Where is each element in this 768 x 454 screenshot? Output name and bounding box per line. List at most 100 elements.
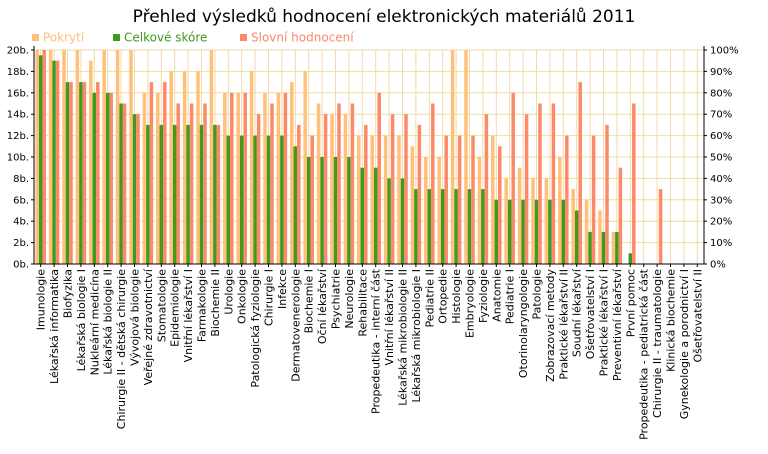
overall-score-bar	[65, 82, 70, 264]
y-tick-label-left: 16b.	[7, 88, 29, 99]
x-tick-label: Praktické lékařství II	[557, 269, 570, 380]
verbal-rating-bar	[230, 92, 234, 264]
x-tick-label: Lékařská mikrobiologie II	[397, 269, 410, 406]
overall-score-bar	[347, 157, 351, 264]
verbal-rating-bar	[136, 114, 140, 264]
x-tick-label: Farmakologie	[196, 269, 209, 342]
overall-score-bar	[400, 178, 405, 264]
overall-score-bar	[548, 199, 552, 264]
verbal-rating-bar	[109, 92, 113, 264]
y-tick-label-right: 90%	[710, 67, 732, 78]
overall-score-bar	[454, 189, 458, 264]
overall-score-bar	[534, 199, 539, 264]
y-tick-label-right: 30%	[710, 195, 732, 206]
coverage-bar	[236, 92, 240, 264]
coverage-bar	[450, 50, 455, 264]
overall-score-bar	[186, 124, 190, 265]
x-tick-label: Ortopedie	[437, 269, 450, 324]
x-tick-label: Praktické lékařství I	[598, 269, 611, 376]
y-tick-label-right: 80%	[710, 88, 732, 99]
coverage-bar	[290, 82, 294, 264]
coverage-bar	[531, 178, 535, 264]
coverage-bar	[35, 50, 39, 264]
legend-swatch	[240, 34, 247, 41]
verbal-rating-bar	[270, 103, 274, 264]
y-tick-label-left: 18b.	[7, 67, 29, 78]
x-tick-label: Lékařská biologie II	[102, 269, 115, 375]
x-tick-label: Chirurgie II - dětská chirurgie	[115, 269, 128, 429]
overall-score-bar	[467, 189, 472, 264]
coverage-bar	[249, 71, 254, 265]
verbal-rating-bar	[632, 103, 636, 264]
verbal-rating-bar	[524, 114, 529, 264]
verbal-rating-bar	[55, 60, 60, 265]
overall-score-bar	[253, 135, 257, 264]
coverage-bar	[223, 92, 227, 264]
verbal-rating-bar	[417, 124, 422, 265]
verbal-rating-bar	[283, 92, 288, 264]
coverage-bar	[276, 92, 281, 264]
y-tick-label-left: 8b.	[13, 174, 29, 185]
x-tick-label: Zobrazovací metody	[544, 269, 557, 382]
coverage-bar	[598, 210, 602, 264]
overall-score-bar	[226, 135, 231, 264]
y-tick-label-right: 20%	[710, 217, 732, 228]
x-tick-label: Vnitřní lékařství I	[182, 269, 195, 362]
verbal-rating-bar	[377, 92, 381, 264]
y-tick-label-right: 10%	[710, 238, 732, 249]
x-tick-label: Biochemie II	[209, 269, 222, 337]
overall-score-bar	[387, 178, 391, 264]
coverage-bar	[464, 50, 468, 264]
overall-score-bar	[320, 157, 324, 264]
y-tick-label-left: 14b.	[7, 110, 29, 121]
y-tick-label-left: 12b.	[7, 131, 29, 142]
verbal-rating-bar	[444, 135, 448, 264]
x-tick-label: Propedeutika - interní část	[370, 268, 383, 414]
x-tick-label: Propedeutika - pediatrická část	[638, 268, 651, 440]
overall-score-bar	[52, 60, 56, 265]
coverage-bar	[437, 157, 441, 264]
y-tick-label-left: 4b.	[13, 217, 29, 228]
x-tick-label: Nukleární medicína	[88, 269, 101, 375]
x-tick-label: Vývojová biologie	[129, 269, 142, 366]
verbal-rating-bar	[69, 82, 73, 264]
verbal-rating-bar	[189, 103, 194, 264]
coverage-bar	[343, 114, 348, 264]
verbal-rating-bar	[471, 135, 475, 264]
y-tick-label-right: 40%	[710, 174, 732, 185]
x-tick-label: Pediatrie I	[504, 269, 517, 324]
verbal-rating-bar	[591, 135, 596, 264]
verbal-rating-bar	[82, 82, 87, 264]
overall-score-bar	[333, 157, 338, 264]
verbal-rating-bar	[337, 103, 341, 264]
x-tick-label: Anatomie	[490, 269, 503, 322]
x-tick-label: Neurologie	[343, 269, 356, 329]
verbal-rating-bar	[498, 146, 502, 264]
verbal-rating-bar	[323, 114, 328, 264]
overall-score-bar	[293, 146, 298, 264]
y-tick-label-left: 0b.	[13, 260, 29, 271]
legend-label: Celkové skóre	[124, 31, 207, 45]
overall-score-bar	[521, 199, 525, 264]
x-tick-label: Patologická fyziologie	[249, 269, 262, 388]
verbal-rating-bar	[457, 135, 462, 264]
x-tick-label: Embryologie	[464, 269, 477, 338]
x-tick-label: Stomatologie	[155, 269, 168, 342]
verbal-rating-bar	[350, 103, 355, 264]
overall-score-bar	[628, 253, 633, 264]
coverage-bar	[196, 71, 200, 265]
verbal-rating-bar	[122, 103, 127, 264]
verbal-rating-bar	[310, 135, 314, 264]
tick-labels: 0b. 2b. 4b. 6b. 8b. 10b. 12b. 14b. 16b. 18b. 20b. 0…	[7, 46, 739, 271]
x-tick-label: Preventivní lékařství	[611, 268, 624, 381]
overall-score-bar	[119, 103, 123, 264]
overall-score-bar	[414, 189, 418, 264]
x-tick-label: Ošetřovatelství I	[584, 269, 597, 359]
verbal-rating-bar	[390, 114, 395, 264]
coverage-bar	[517, 167, 522, 264]
verbal-rating-bar	[96, 82, 100, 264]
x-tick-label: Lékařská biologie I	[75, 269, 88, 371]
verbal-rating-bar	[484, 114, 489, 264]
y-tick-label-right: 70%	[710, 110, 732, 121]
